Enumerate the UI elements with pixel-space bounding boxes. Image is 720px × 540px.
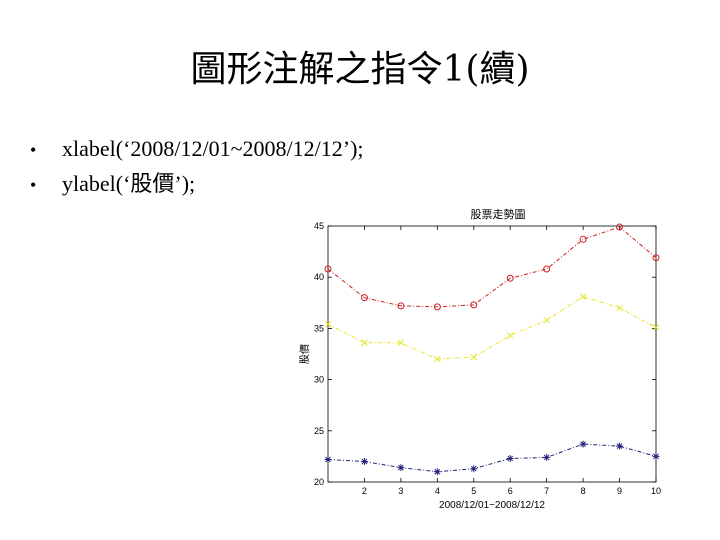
x-tick-label: 4 bbox=[435, 486, 440, 496]
data-point bbox=[579, 440, 587, 448]
x-tick-label: 2 bbox=[362, 486, 367, 496]
data-point bbox=[579, 235, 587, 243]
data-point bbox=[397, 464, 405, 472]
y-tick-label: 20 bbox=[314, 477, 324, 487]
data-point bbox=[360, 294, 368, 302]
bullet-dot: • bbox=[30, 175, 37, 195]
y-axis-label: 股價 bbox=[298, 344, 311, 364]
x-tick-label: 3 bbox=[398, 486, 403, 496]
bullet-item-xlabel: • xlabel(‘2008/12/01~2008/12/12’); bbox=[30, 132, 364, 167]
data-point bbox=[433, 468, 441, 476]
data-point bbox=[324, 265, 332, 273]
bullet-dot: • bbox=[30, 140, 37, 160]
data-point bbox=[324, 455, 332, 463]
data-point bbox=[324, 320, 332, 328]
data-point bbox=[616, 304, 623, 312]
x-tick-label: 10 bbox=[651, 486, 661, 496]
data-point bbox=[652, 452, 660, 460]
data-point bbox=[397, 302, 405, 310]
data-point bbox=[361, 339, 368, 347]
y-tick-label: 35 bbox=[314, 323, 324, 333]
y-tick-label: 25 bbox=[314, 426, 324, 436]
data-point bbox=[543, 265, 551, 273]
data-point bbox=[616, 223, 624, 231]
bullet-text-ylabel: ylabel(‘股價’); bbox=[62, 171, 196, 196]
data-point bbox=[433, 303, 441, 311]
bullet-item-ylabel: • ylabel(‘股價’); bbox=[30, 167, 364, 202]
x-tick-label: 5 bbox=[471, 486, 476, 496]
stock-chart: 股票走勢圖 20 25 30 35 40 45 2 3 4 5 6 7 8 9 10 2008/12/01~… bbox=[292, 200, 672, 518]
data-point bbox=[506, 454, 514, 462]
data-point bbox=[360, 458, 368, 466]
data-point bbox=[579, 293, 587, 301]
y-tick-label: 30 bbox=[314, 375, 324, 385]
data-point bbox=[616, 442, 624, 450]
plot-area bbox=[327, 225, 657, 483]
data-point bbox=[543, 316, 551, 324]
series-line-1 bbox=[327, 296, 657, 360]
y-tick-label: 40 bbox=[314, 272, 324, 282]
bullet-list: • xlabel(‘2008/12/01~2008/12/12’); • yla… bbox=[30, 132, 364, 202]
data-point bbox=[543, 453, 551, 461]
data-point bbox=[506, 274, 514, 282]
x-tick-label: 6 bbox=[508, 486, 513, 496]
data-point bbox=[652, 254, 660, 262]
data-point bbox=[470, 465, 478, 473]
x-tick-label: 9 bbox=[617, 486, 622, 496]
data-point bbox=[506, 332, 514, 339]
data-point bbox=[397, 339, 405, 347]
data-point bbox=[470, 353, 478, 361]
x-tick-label: 7 bbox=[544, 486, 549, 496]
data-point bbox=[433, 355, 441, 363]
x-tick-label: 8 bbox=[581, 486, 586, 496]
x-axis-label: 2008/12/01~2008/12/12 bbox=[439, 500, 545, 511]
data-point bbox=[470, 301, 478, 309]
y-tick-label: 45 bbox=[314, 221, 324, 231]
series-line-0 bbox=[327, 226, 657, 308]
series-group bbox=[324, 223, 660, 476]
data-point bbox=[652, 324, 660, 331]
series-line-2 bbox=[327, 443, 657, 473]
slide-title: 圖形注解之指令1(續) bbox=[190, 49, 530, 90]
chart-title: 股票走勢圖 bbox=[471, 207, 526, 221]
bullet-text-xlabel: xlabel(‘2008/12/01~2008/12/12’); bbox=[62, 136, 364, 161]
